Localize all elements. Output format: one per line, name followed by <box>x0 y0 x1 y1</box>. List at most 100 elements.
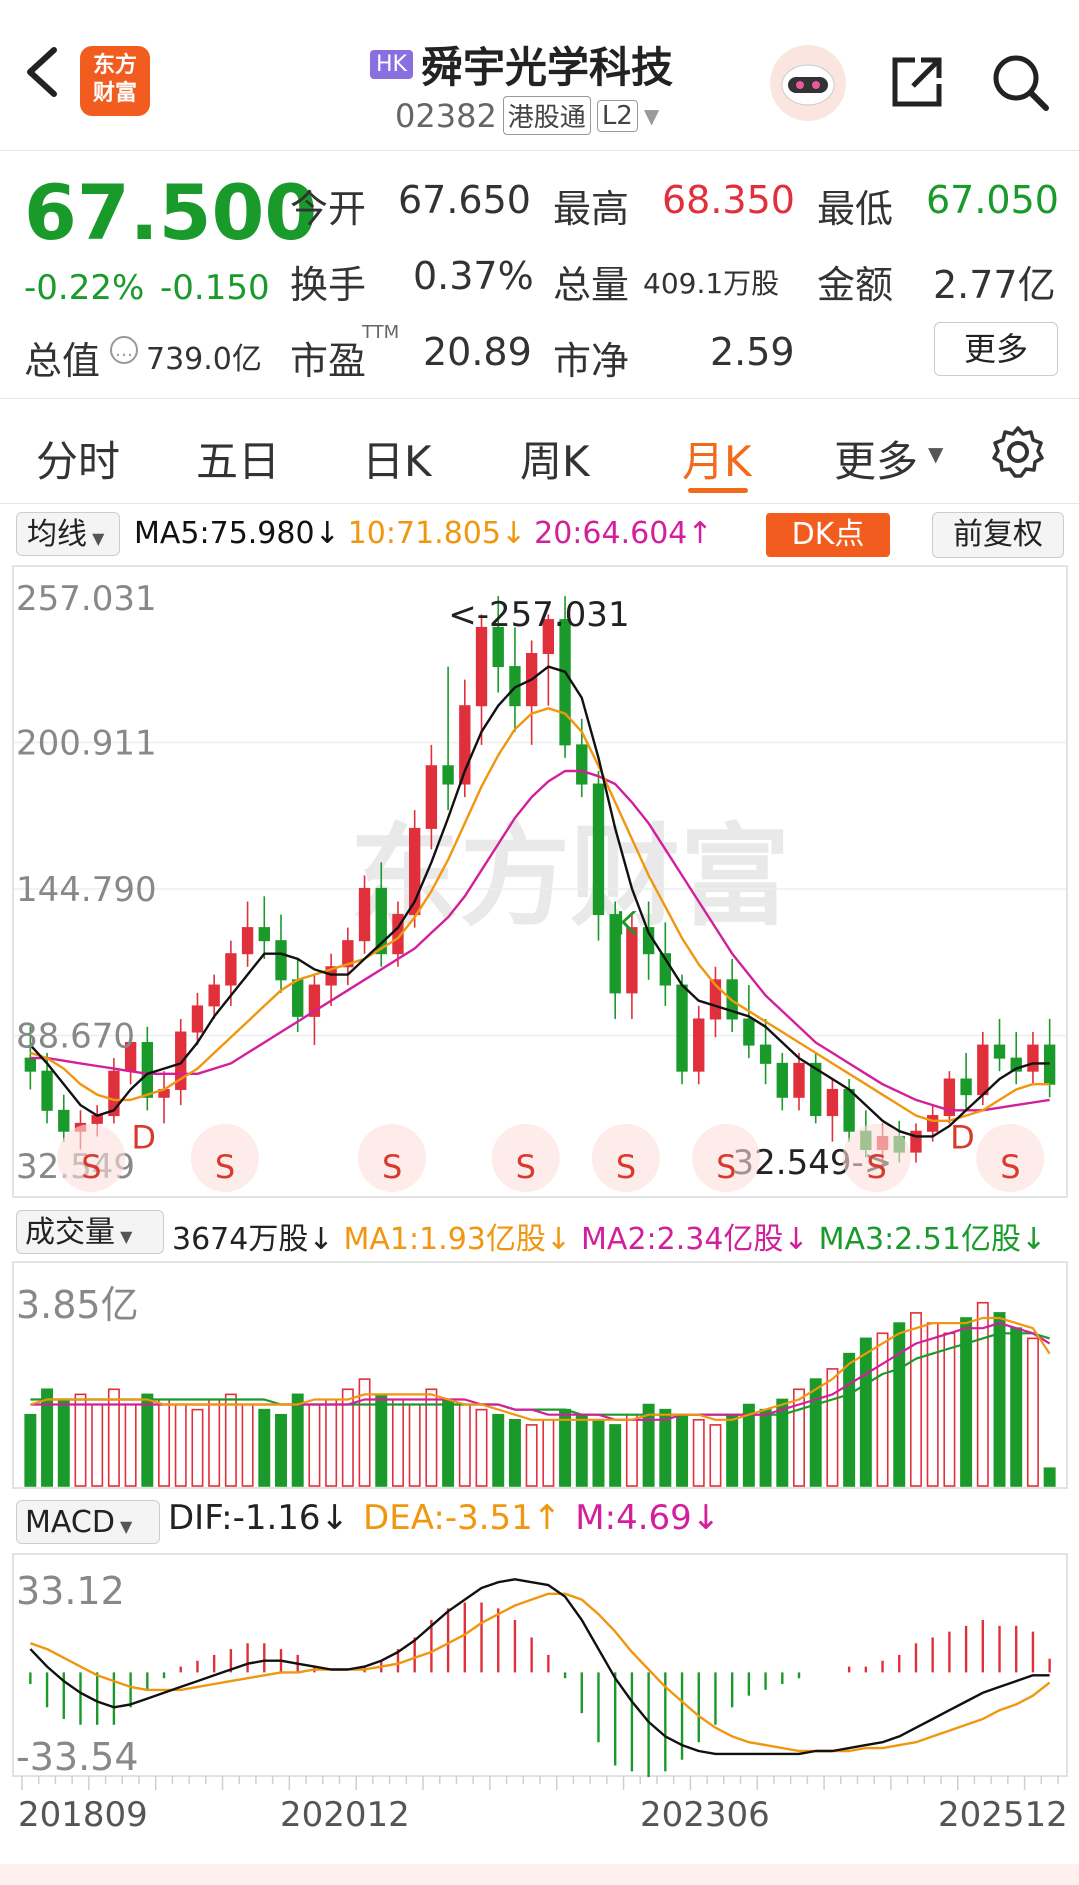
candle-body <box>459 705 471 785</box>
volume-bar <box>625 1413 638 1487</box>
volume-bar <box>709 1424 722 1487</box>
adjust-button[interactable]: 前复权 <box>932 512 1064 558</box>
candle-body <box>776 1062 788 1098</box>
macd-dif: DIF:-1.16↓ <box>168 1498 350 1538</box>
candle-body <box>743 1018 755 1046</box>
volume-bar <box>124 1403 137 1487</box>
stock-code: 02382 <box>395 96 497 135</box>
app-logo: 东方 财富 <box>80 46 150 116</box>
macd-select-caret-icon: ▼ <box>114 1517 133 1536</box>
tab-more[interactable]: 更多 <box>834 437 919 486</box>
volume-bar <box>258 1408 271 1487</box>
signal-marker-s: S <box>1000 1148 1020 1186</box>
chevron-down-icon: ▼ <box>643 103 660 128</box>
candle-body <box>375 887 387 955</box>
volume-bar <box>375 1393 388 1487</box>
stock-code-row[interactable]: 02382 港股通 L2 ▼ <box>395 96 659 135</box>
open-value: 67.650 <box>398 178 531 222</box>
volume-ma1-line <box>30 1316 1051 1421</box>
candle-y-tick-label: 200.911 <box>16 723 157 763</box>
turnover-value: 0.37% <box>413 254 534 298</box>
info-icon[interactable]: … <box>110 336 138 364</box>
ma-select[interactable]: 均线 ▼ <box>16 512 120 556</box>
tab-weekly-k[interactable]: 周K <box>520 437 590 486</box>
ma20-readout: 20:64.604↑ <box>534 516 713 551</box>
ma-select-caret-icon: ▼ <box>87 529 105 548</box>
candle-body <box>325 966 337 986</box>
volume-bar <box>659 1408 672 1487</box>
market-badge: HK <box>370 50 413 79</box>
volume-select[interactable]: 成交量 ▼ <box>16 1210 164 1254</box>
volume-bar <box>793 1388 805 1487</box>
ma10-readout: 10:71.805↓ <box>347 516 527 551</box>
change-value: -0.150 <box>160 268 270 308</box>
signal-marker-bg <box>190 1124 259 1192</box>
amount-label: 金额 <box>817 263 894 307</box>
back-icon[interactable] <box>18 42 66 102</box>
candle-panel-frame <box>12 565 1068 1198</box>
macd-select[interactable]: MACD ▼ <box>16 1500 160 1544</box>
pe-value: 20.89 <box>423 330 532 374</box>
turnover-label: 换手 <box>290 263 367 307</box>
volume-bar <box>57 1398 70 1487</box>
macd-dea-line <box>30 1592 1051 1753</box>
volume-bar <box>859 1337 872 1487</box>
candle-body <box>542 619 555 655</box>
candle-body <box>993 1044 1006 1059</box>
volume-bar <box>325 1398 338 1487</box>
volume-bar <box>993 1312 1006 1487</box>
volume-bar <box>391 1398 404 1487</box>
macd-m: M:4.69↓ <box>575 1498 721 1538</box>
volume-bar <box>909 1312 922 1487</box>
tab-more-caret-icon: ▼ <box>928 442 944 466</box>
tab-five-day[interactable]: 五日 <box>196 437 281 486</box>
volume-bar <box>1010 1327 1023 1487</box>
robot-assistant-icon[interactable] <box>770 45 846 121</box>
settings-gear-icon[interactable] <box>990 424 1046 480</box>
volume-value: 409.1万股 <box>643 267 780 300</box>
volume-bar <box>141 1393 154 1487</box>
volume-select-caret-icon: ▼ <box>115 1227 133 1246</box>
volume-bar <box>559 1408 572 1487</box>
share-icon[interactable] <box>885 50 949 114</box>
search-icon[interactable] <box>988 50 1052 114</box>
volume-bar <box>358 1378 371 1487</box>
signal-marker-bg <box>692 1124 761 1192</box>
ma5-line <box>29 665 1050 1138</box>
ma20-line <box>30 769 1050 1112</box>
signal-marker-bg <box>976 1124 1045 1192</box>
tab-daily-k[interactable]: 日K <box>362 437 432 486</box>
candle-body <box>492 626 504 668</box>
macd-y-tick-label: 33.12 <box>16 1569 125 1613</box>
more-quote-button[interactable]: 更多 <box>934 322 1058 376</box>
connect-badge: 港股通 <box>502 96 591 135</box>
high-label: 最高 <box>553 187 630 231</box>
candle-y-tick-label: 257.031 <box>16 579 157 619</box>
dk-point-button[interactable]: DK点 <box>766 513 890 557</box>
volume-bar <box>542 1419 555 1487</box>
signal-marker-s: S <box>516 1148 536 1186</box>
candle-body <box>58 1109 70 1132</box>
candle-body <box>810 1062 822 1117</box>
candle-body <box>1043 1044 1056 1085</box>
candle-body <box>977 1044 989 1096</box>
candle-body <box>843 1088 855 1132</box>
candle-body <box>676 984 688 1072</box>
candle-body <box>659 953 672 986</box>
candle-body <box>960 1078 972 1096</box>
candle-body <box>358 887 371 942</box>
signal-marker-bg <box>357 1124 426 1192</box>
volume-label: 总量 <box>553 263 630 307</box>
low-value: 67.050 <box>926 178 1059 222</box>
candle-body <box>342 940 354 968</box>
volume-bar <box>475 1408 488 1487</box>
candle-body <box>475 626 488 707</box>
ma-readouts: MA5:75.980↓ 10:71.805↓ 20:64.604↑ <box>134 516 713 551</box>
candle-body <box>926 1115 939 1132</box>
volume-bar <box>893 1322 906 1487</box>
tab-intraday[interactable]: 分时 <box>36 437 121 486</box>
tab-monthly-k[interactable]: 月K <box>682 437 752 486</box>
stock-title[interactable]: HK 舜宇光学科技 <box>370 34 673 95</box>
candle-body <box>759 1044 772 1064</box>
